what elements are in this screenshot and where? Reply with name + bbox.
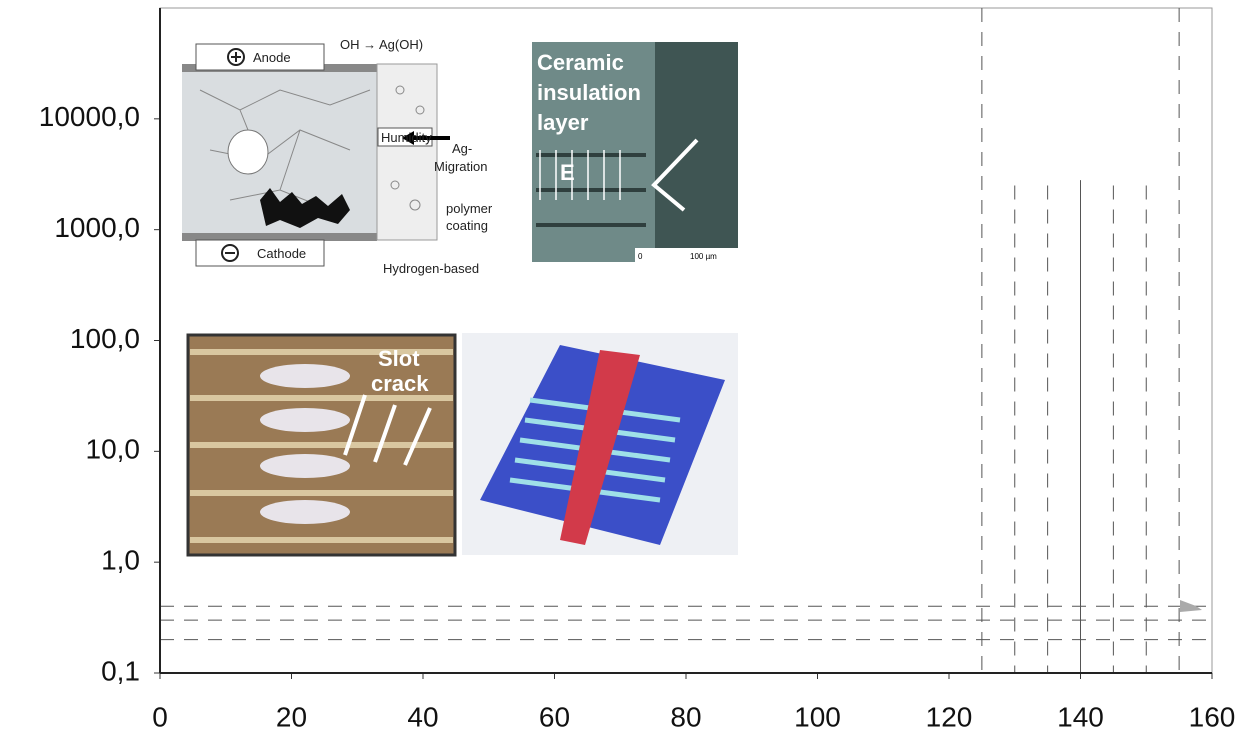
y-tick-label: 1,0: [101, 545, 140, 576]
y-tick-label: 0,1: [101, 655, 140, 686]
y-tick-label: 100,0: [70, 323, 140, 354]
inset-label: Humidity: [381, 130, 432, 145]
inset-label: Ag-: [452, 141, 472, 156]
inset-label: Ceramic: [537, 50, 624, 75]
inset-label: Hydrogen-based: [383, 261, 479, 276]
x-tick-label: 140: [1057, 701, 1104, 732]
inset-label: OH → Ag(OH): [340, 37, 423, 52]
inset-fem: [462, 333, 738, 555]
x-tick-label: 20: [276, 701, 307, 732]
inset-crack-photo: Slot crack: [188, 335, 455, 555]
inset-label: 100 µm: [690, 252, 717, 261]
x-tick-label: 40: [407, 701, 438, 732]
x-tick-label: 0: [152, 701, 168, 732]
y-tick-label: 1000,0: [54, 212, 140, 243]
inset-label: E: [560, 160, 575, 185]
inset-label: 0: [638, 252, 643, 261]
x-tick-label: 100: [794, 701, 841, 732]
inset-label: Slot: [378, 346, 420, 371]
pore: [228, 130, 268, 174]
scale-bar: [635, 248, 738, 262]
inset-schematic: Anode OH → Ag(OH) Humidity Ag- Migration…: [180, 37, 528, 276]
inset-label: Migration: [434, 159, 487, 174]
inset-label: Anode: [253, 50, 291, 65]
y-tick-label: 10000,0: [39, 101, 140, 132]
x-tick-label: 120: [926, 701, 973, 732]
dark-region: [655, 42, 738, 262]
inset-label: Cathode: [257, 246, 306, 261]
y-tick-label: 10,0: [86, 434, 141, 465]
chart: Anode OH → Ag(OH) Humidity Ag- Migration…: [0, 0, 1252, 747]
inset-label: layer: [537, 110, 589, 135]
inset-label: polymer: [446, 201, 493, 216]
x-tick-label: 80: [670, 701, 701, 732]
inset-label: crack: [371, 371, 429, 396]
inset-micrograph: Ceramic insulation layer E 0 100 µm: [532, 42, 738, 262]
inset-label: insulation: [537, 80, 641, 105]
inset-label: coating: [446, 218, 488, 233]
x-tick-label: 60: [539, 701, 570, 732]
coating-region: [377, 64, 437, 240]
x-tick-label: 160: [1189, 701, 1236, 732]
